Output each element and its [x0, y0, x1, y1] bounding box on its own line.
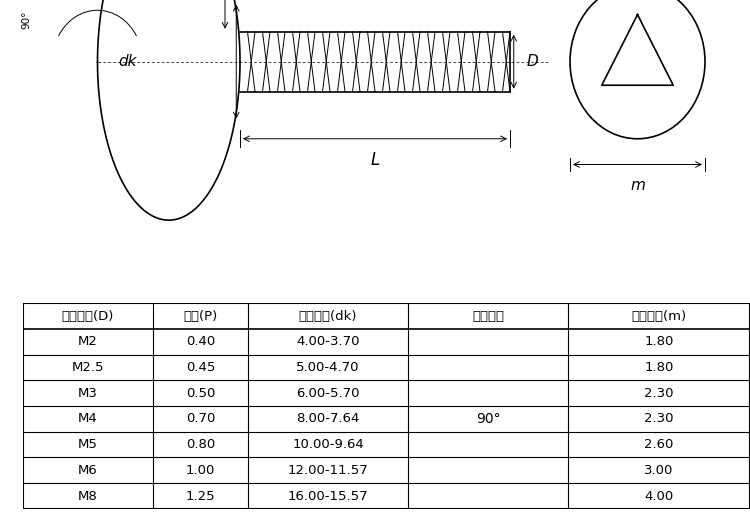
Text: 1.25: 1.25	[186, 489, 215, 503]
Text: 3.00: 3.00	[644, 464, 674, 477]
Text: 5.00-4.70: 5.00-4.70	[296, 361, 360, 374]
Text: 0.70: 0.70	[186, 412, 215, 426]
Text: 4.00: 4.00	[644, 489, 674, 503]
Text: 16.00-15.57: 16.00-15.57	[288, 489, 368, 503]
Text: D: D	[526, 54, 538, 69]
Text: 2.30: 2.30	[644, 412, 674, 426]
Text: m: m	[630, 178, 645, 193]
Text: 1.80: 1.80	[644, 361, 674, 374]
Text: dk: dk	[118, 54, 136, 69]
Text: 1.80: 1.80	[644, 335, 674, 348]
Text: M2.5: M2.5	[72, 361, 104, 374]
Text: 10.00-9.64: 10.00-9.64	[292, 438, 364, 451]
Text: 0.80: 0.80	[186, 438, 215, 451]
Text: 8.00-7.64: 8.00-7.64	[296, 412, 360, 426]
Text: 90°: 90°	[21, 11, 32, 29]
Text: 4.00-3.70: 4.00-3.70	[296, 335, 360, 348]
Text: 0.45: 0.45	[186, 361, 215, 374]
Text: 0.50: 0.50	[186, 387, 215, 400]
Text: M2: M2	[78, 335, 98, 348]
Text: M8: M8	[78, 489, 98, 503]
Text: L: L	[370, 151, 380, 169]
Text: M4: M4	[78, 412, 98, 426]
Text: 90°: 90°	[476, 412, 500, 426]
Text: 头部夹角: 头部夹角	[472, 309, 504, 323]
Text: M6: M6	[78, 464, 98, 477]
Text: 三角槽号(m): 三角槽号(m)	[632, 309, 687, 323]
Text: 头部直径(dk): 头部直径(dk)	[298, 309, 357, 323]
Text: 2.30: 2.30	[644, 387, 674, 400]
Text: 螺纹外径(D): 螺纹外径(D)	[62, 309, 114, 323]
Text: 牙距(P): 牙距(P)	[184, 309, 218, 323]
Text: 0.40: 0.40	[186, 335, 215, 348]
Text: 6.00-5.70: 6.00-5.70	[296, 387, 360, 400]
Text: M5: M5	[78, 438, 98, 451]
Text: 1.00: 1.00	[186, 464, 215, 477]
Text: 2.60: 2.60	[644, 438, 674, 451]
Text: M3: M3	[78, 387, 98, 400]
Text: 12.00-11.57: 12.00-11.57	[288, 464, 368, 477]
